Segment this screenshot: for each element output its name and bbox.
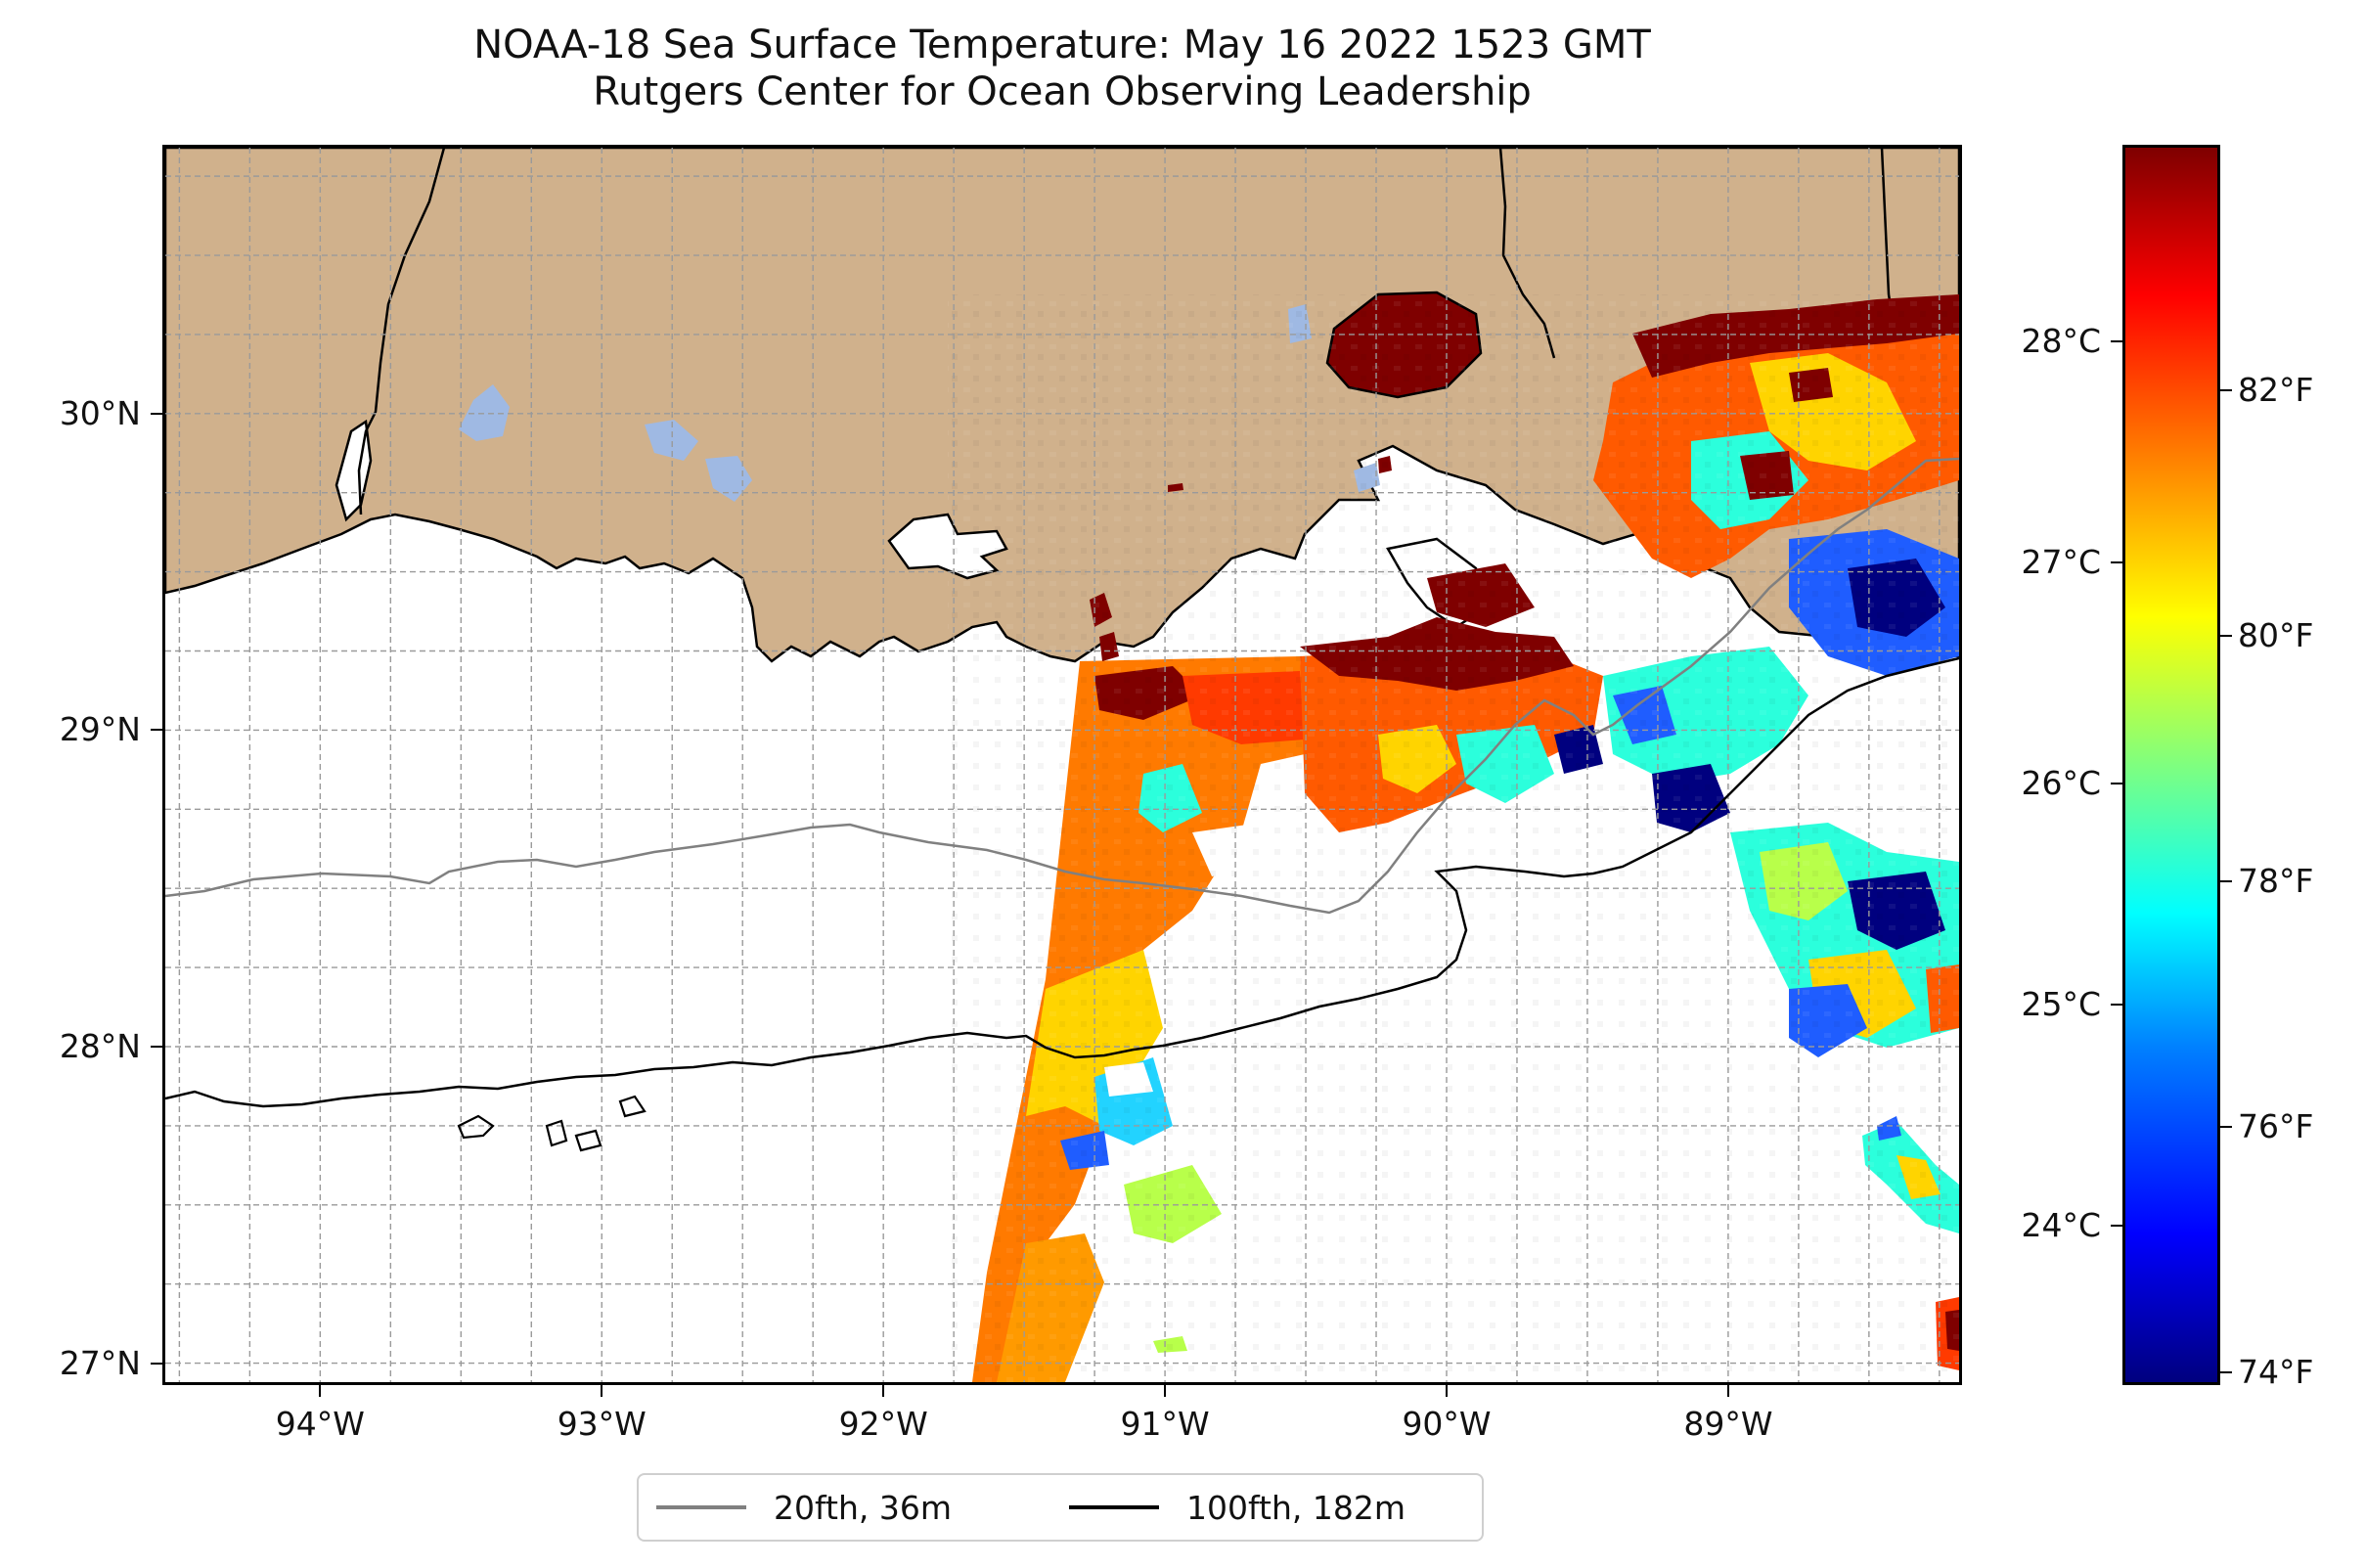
- lon-tick-label: 92°W: [838, 1405, 928, 1443]
- fahrenheit-tick-mark: [2220, 389, 2232, 392]
- lake: [645, 420, 698, 461]
- celsius-tick-mark: [2111, 339, 2122, 342]
- celsius-tick-label: 28°C: [2021, 321, 2101, 360]
- lake: [459, 384, 510, 441]
- graticule: [165, 148, 1959, 1382]
- figure-title: NOAA-18 Sea Surface Temperature: May 16 …: [162, 22, 1962, 115]
- celsius-tick-label: 24°C: [2021, 1205, 2101, 1244]
- celsius-tick-label: 27°C: [2021, 542, 2101, 581]
- fahrenheit-tick-mark: [2220, 1126, 2232, 1129]
- celsius-tick-mark: [2111, 1003, 2122, 1006]
- lake: [705, 456, 752, 502]
- legend: 20fth, 36m 100fth, 182m: [637, 1473, 1484, 1542]
- colorbar: [2122, 145, 2220, 1385]
- lon-tick-label: 91°W: [1120, 1405, 1210, 1443]
- isobath-20fth: [165, 457, 1959, 915]
- lon-tick-mark: [1446, 1385, 1448, 1397]
- celsius-tick-mark: [2111, 560, 2122, 563]
- legend-item-20fth: 20fth, 36m: [656, 1475, 952, 1540]
- map-canvas: [165, 148, 1959, 1382]
- lat-tick-mark: [151, 1362, 162, 1365]
- fahrenheit-tick-mark: [2220, 635, 2232, 638]
- lon-tick-label: 93°W: [557, 1405, 647, 1443]
- legend-label: 20fth, 36m: [774, 1488, 952, 1527]
- lat-tick-label: 27°N: [59, 1343, 141, 1382]
- lon-tick-label: 89°W: [1683, 1405, 1773, 1443]
- state-boundary: [357, 148, 446, 515]
- celsius-tick-label: 26°C: [2021, 763, 2101, 802]
- fahrenheit-tick-label: 78°F: [2238, 862, 2314, 901]
- lon-tick-label: 90°W: [1402, 1405, 1492, 1443]
- lat-tick-mark: [151, 1045, 162, 1048]
- lon-tick-mark: [882, 1385, 885, 1397]
- fahrenheit-tick-mark: [2220, 880, 2232, 883]
- lat-tick-mark: [151, 412, 162, 415]
- map-panel[interactable]: [162, 145, 1962, 1385]
- fahrenheit-tick-label: 82°F: [2238, 371, 2314, 410]
- lon-tick-label: 94°W: [275, 1405, 365, 1443]
- lat-tick-mark: [151, 729, 162, 732]
- lon-tick-mark: [601, 1385, 603, 1397]
- legend-swatch: [1069, 1505, 1159, 1509]
- lat-tick-label: 29°N: [59, 710, 141, 749]
- fahrenheit-tick-label: 76°F: [2238, 1107, 2314, 1146]
- fahrenheit-tick-mark: [2220, 1371, 2232, 1374]
- title-line-1: NOAA-18 Sea Surface Temperature: May 16 …: [473, 22, 1651, 67]
- legend-label: 100fth, 182m: [1186, 1488, 1406, 1527]
- fahrenheit-tick-label: 80°F: [2238, 616, 2314, 655]
- lon-tick-mark: [1164, 1385, 1167, 1397]
- celsius-tick-label: 25°C: [2021, 984, 2101, 1023]
- isobath-100fth: [165, 656, 1959, 1108]
- legend-swatch: [656, 1505, 746, 1509]
- shelf-islands: [457, 1095, 647, 1152]
- celsius-tick-mark: [2111, 1224, 2122, 1227]
- fahrenheit-tick-label: 74°F: [2238, 1353, 2314, 1392]
- lon-tick-mark: [1726, 1385, 1729, 1397]
- celsius-tick-mark: [2111, 782, 2122, 784]
- title-line-2: Rutgers Center for Ocean Observing Leade…: [593, 69, 1532, 114]
- lat-tick-label: 28°N: [59, 1026, 141, 1065]
- lon-tick-mark: [319, 1385, 322, 1397]
- legend-item-100fth: 100fth, 182m: [1069, 1475, 1406, 1540]
- lat-tick-label: 30°N: [59, 393, 141, 432]
